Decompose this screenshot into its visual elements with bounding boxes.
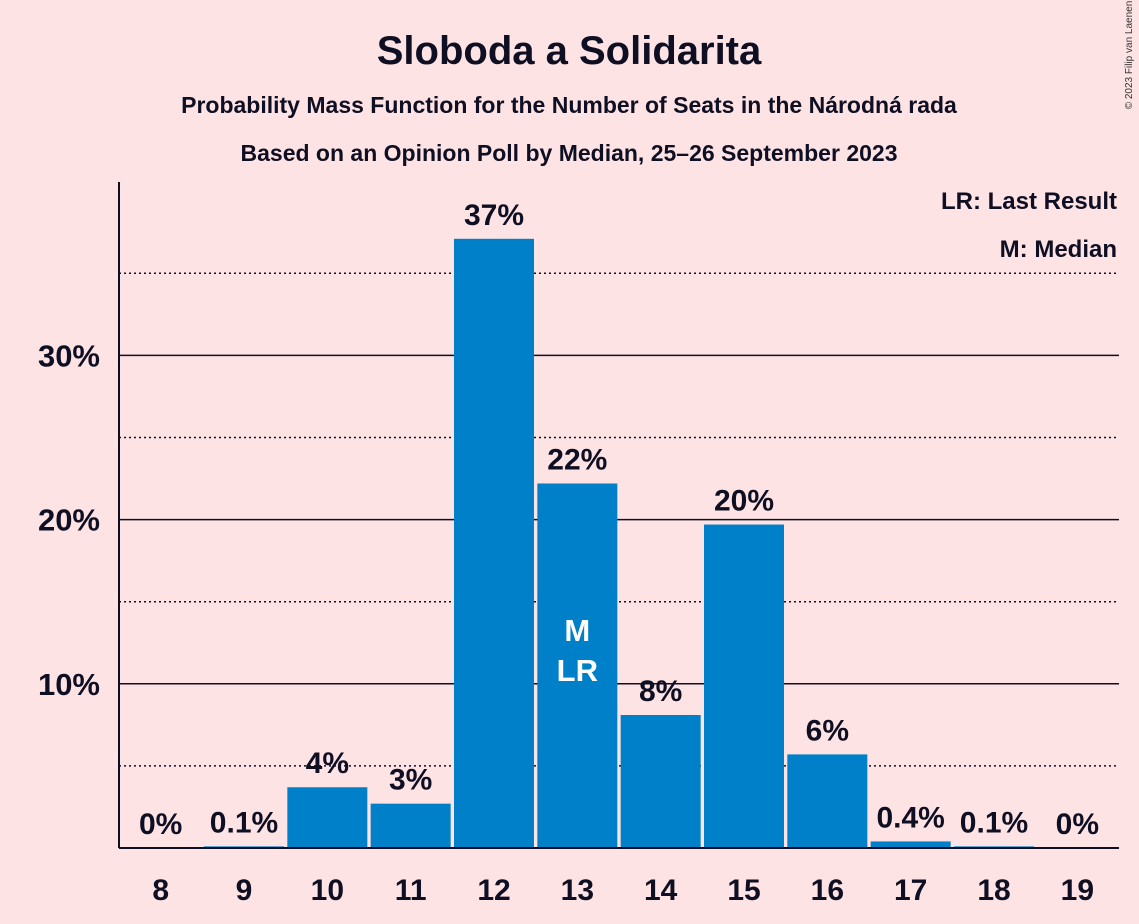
legend-median: M: Median	[1000, 236, 1117, 263]
data-labels: 0% 0.1% 4% 3% 37% 22% 8% 20% 6% 0.4% 0.1% 0% M LR	[139, 199, 1099, 841]
y-tick-labels: 10% 20% 30%	[38, 338, 100, 701]
x-tick-label-8: 8	[152, 874, 169, 907]
x-tick-label-10: 10	[311, 874, 344, 907]
median-marker: M	[564, 613, 590, 648]
bar-seats-15	[704, 524, 784, 848]
x-tick-labels: 8 9 10 11 12 13 14 15 16 17 18 19	[152, 874, 1094, 907]
x-tick-label-13: 13	[561, 874, 594, 907]
bar-seats-11	[370, 803, 451, 848]
x-tick-label-14: 14	[644, 874, 678, 907]
y-tick-label: 20%	[38, 503, 100, 538]
x-tick-label-12: 12	[477, 874, 510, 907]
data-label-seats-16: 6%	[806, 714, 849, 747]
legend-last-result: LR: Last Result	[941, 188, 1117, 215]
bar-seats-14	[620, 714, 701, 848]
y-tick-label: 10%	[38, 667, 100, 702]
chart-title: Sloboda a Solidarita	[377, 29, 762, 73]
bar-seats-12	[454, 238, 534, 848]
x-tick-label-11: 11	[395, 874, 427, 907]
last-result-marker: LR	[557, 653, 598, 688]
chart-subtitle-line-1: Probability Mass Function for the Number…	[181, 92, 957, 118]
data-label-seats-11: 3%	[389, 764, 432, 797]
data-label-seats-14: 8%	[639, 675, 682, 708]
data-label-seats-18: 0.1%	[960, 806, 1028, 839]
bar-seats-10	[287, 787, 368, 848]
bar-seats-16	[787, 754, 868, 848]
chart-subtitle-line-2: Based on an Opinion Poll by Median, 25–2…	[241, 140, 898, 166]
data-label-seats-19: 0%	[1056, 808, 1099, 841]
copyright-notice: © 2023 Filip van Laenen	[1124, 1, 1135, 110]
data-label-seats-10: 4%	[306, 747, 349, 780]
data-label-seats-17: 0.4%	[876, 801, 944, 834]
x-tick-label-17: 17	[894, 874, 927, 907]
x-tick-label-15: 15	[727, 874, 760, 907]
y-tick-label: 30%	[38, 338, 100, 373]
grid-lines	[119, 272, 1119, 767]
bar-seats-13	[537, 483, 618, 848]
x-tick-label-16: 16	[811, 874, 844, 907]
data-label-seats-9: 0.1%	[210, 806, 278, 839]
x-tick-label-18: 18	[977, 874, 1010, 907]
data-label-seats-15: 20%	[714, 485, 774, 518]
bars	[204, 238, 1034, 848]
x-tick-label-9: 9	[236, 874, 253, 907]
data-label-seats-13: 22%	[547, 443, 607, 476]
data-label-seats-12: 37%	[464, 199, 524, 232]
x-tick-label-19: 19	[1061, 874, 1094, 907]
bar-seats-17	[870, 841, 951, 848]
data-label-seats-8: 0%	[139, 808, 182, 841]
